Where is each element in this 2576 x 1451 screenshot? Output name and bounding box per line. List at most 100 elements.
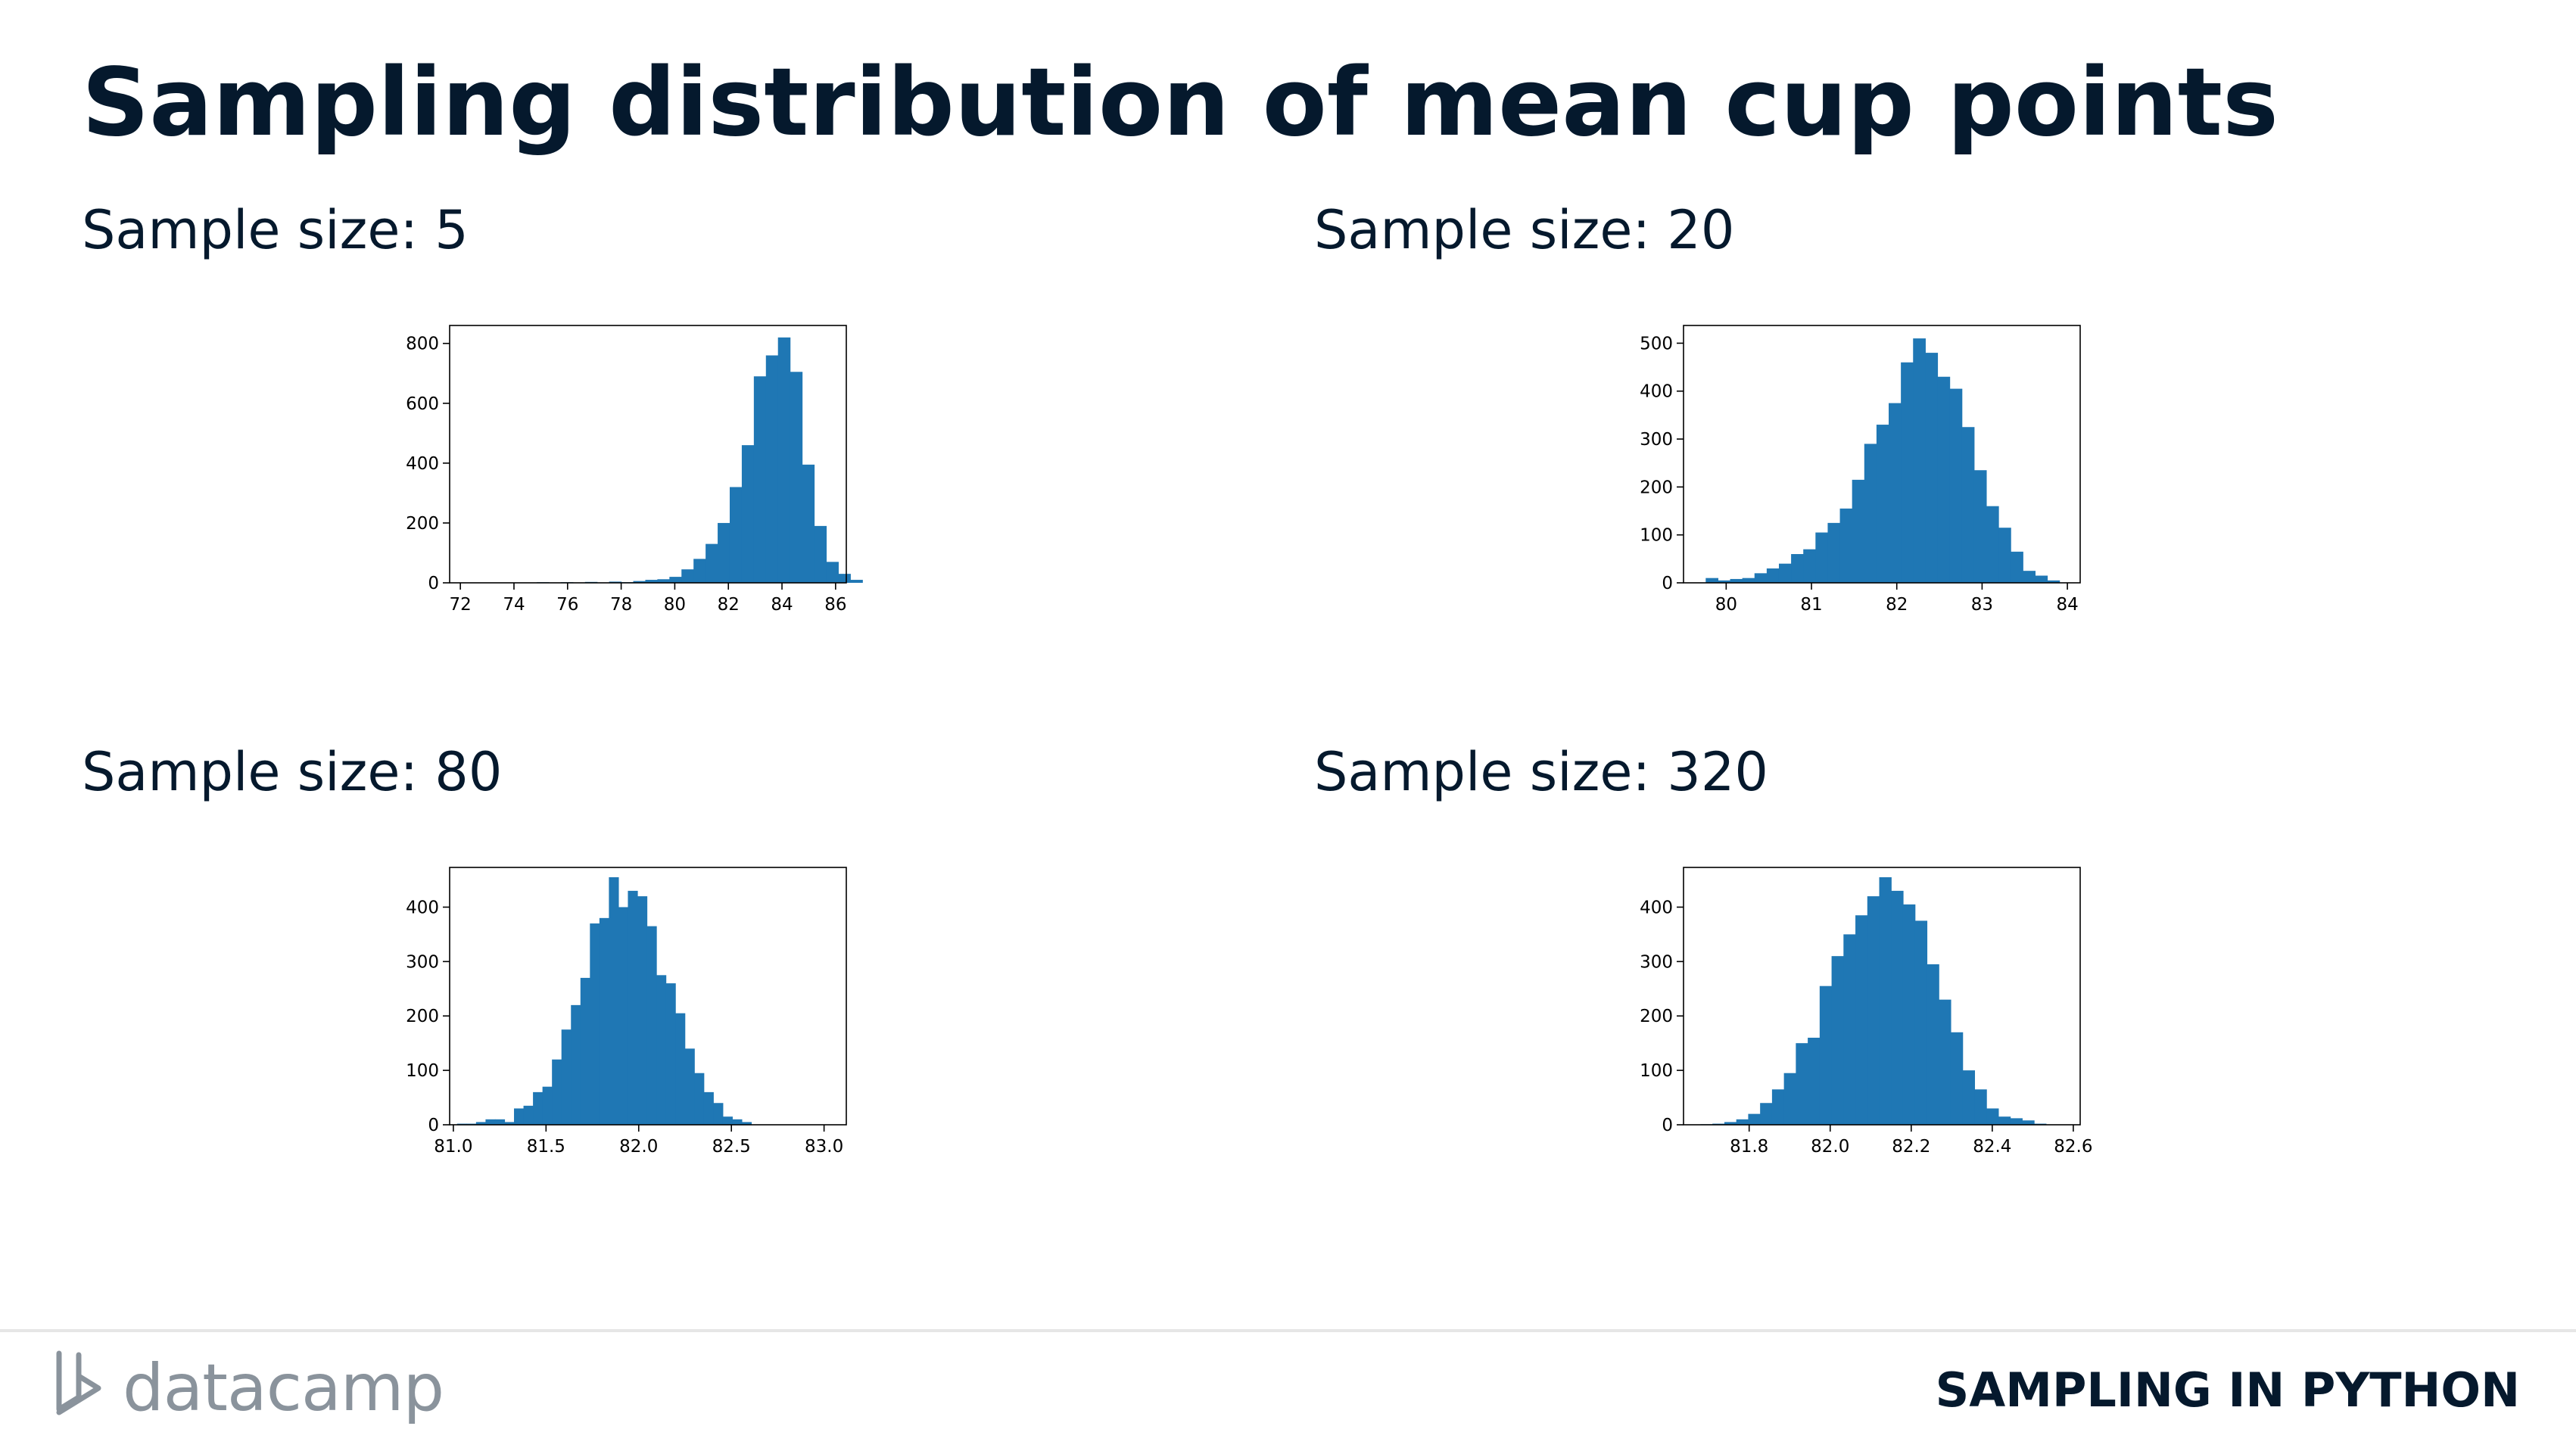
histogram-bar (1839, 508, 1853, 583)
histogram-bar (838, 574, 851, 583)
plot-frame (1683, 325, 2081, 584)
histogram-bar (669, 577, 682, 583)
y-tick-label: 300 (406, 952, 439, 972)
x-tick-label: 78 (610, 595, 632, 615)
histogram-sample-size-20: 80 81 82 83 84 0 100 200 300 400 500 (1640, 325, 2081, 615)
y-tick-label: 400 (406, 898, 439, 917)
histogram-bar (656, 975, 667, 1125)
histogram-bar (684, 1048, 695, 1125)
histogram-bar (645, 580, 658, 583)
histogram-bar (618, 907, 629, 1125)
histogram-bar (2022, 1120, 2035, 1125)
histogram-bar (1876, 425, 1889, 583)
y-tick-label: 0 (1662, 574, 1673, 593)
y-tick-label: 400 (1640, 382, 1673, 402)
x-tick-label: 80 (1715, 595, 1737, 615)
datacamp-logo[interactable]: datacamp (53, 1349, 447, 1432)
x-tick-label: 86 (824, 595, 846, 615)
histogram-bar (1998, 1116, 2011, 1125)
histogram-bar (1852, 479, 1865, 583)
histogram-sample-size-80: 81.0 81.5 82.0 82.5 83.0 0 100 200 300 400 (406, 867, 847, 1157)
histogram-bar (1808, 1037, 1821, 1125)
x-tick-label: 76 (556, 595, 578, 615)
histogram-bar (1901, 362, 1914, 583)
histogram-bar (2010, 1118, 2023, 1125)
x-tick-label: 81.5 (527, 1137, 565, 1157)
histogram-bar (571, 1004, 581, 1125)
course-title: SAMPLING IN PYTHON (1935, 1362, 2520, 1418)
histogram-bar (1730, 578, 1743, 583)
histogram-bar (628, 890, 638, 1125)
x-tick-label: 82.5 (712, 1137, 751, 1157)
histogram-sample-size-5: 72 74 76 78 80 82 84 86 0 200 400 600 800 (406, 325, 863, 615)
y-tick-label: 0 (428, 574, 439, 593)
x-tick-label: 82 (1886, 595, 1908, 615)
x-tick-label: 81.0 (434, 1137, 472, 1157)
histogram-bar (552, 1059, 562, 1125)
histogram-bar (1766, 568, 1780, 583)
y-tick-label: 0 (1662, 1116, 1673, 1135)
slide-title: Sampling distribution of mean cup points (82, 48, 2279, 157)
histogram-bar (657, 579, 670, 583)
histogram-bar (765, 355, 779, 583)
histogram-bar (1855, 915, 1868, 1125)
histogram-bar (1889, 403, 1902, 583)
histogram-bar (523, 1105, 534, 1125)
y-tick-label: 300 (1640, 952, 1673, 972)
histogram-bar (633, 581, 646, 583)
histogram-bar (580, 977, 590, 1125)
x-tick-label: 80 (664, 595, 686, 615)
histogram-bar (1961, 427, 1975, 583)
histogram-bar (2035, 575, 2048, 583)
histogram-bar (675, 1013, 686, 1125)
histogram-bar (1705, 578, 1719, 583)
histogram-bar (1760, 1103, 1773, 1125)
x-tick-label: 82.0 (1811, 1137, 1849, 1157)
histogram-bar (1974, 1089, 1987, 1125)
histogram-bar (1736, 1119, 1749, 1125)
histogram-bar (753, 376, 767, 583)
histogram-bar (777, 337, 791, 583)
histogram-bar (1831, 956, 1844, 1125)
y-tick-label: 400 (406, 454, 439, 474)
datacamp-logo-text: datacamp (123, 1350, 444, 1426)
histogram-bar (790, 372, 803, 583)
histogram-bar (1771, 1089, 1785, 1125)
histogram-bar (1843, 934, 1856, 1125)
histogram-bar (1973, 470, 1987, 583)
histogram-bar (741, 445, 755, 583)
x-tick-label: 82.6 (2054, 1137, 2092, 1157)
histogram-sample-size-320: 81.8 82.0 82.2 82.4 82.6 0 100 200 300 400 (1640, 867, 2093, 1157)
histogram-bar (729, 487, 743, 583)
plot-frame (449, 325, 847, 584)
datacamp-logo-icon (56, 1350, 101, 1415)
histogram-bar (694, 1073, 705, 1125)
x-tick-label: 83 (1971, 595, 1993, 615)
y-tick-label: 500 (1640, 334, 1673, 353)
histogram-bar (1914, 920, 1928, 1125)
histogram-bar (1950, 1032, 1964, 1125)
x-tick-label: 81 (1800, 595, 1822, 615)
y-tick-label: 300 (1640, 430, 1673, 450)
histogram-bar (646, 926, 657, 1125)
histogram-bar (1986, 1108, 1999, 1125)
histogram-bar (1718, 580, 1731, 583)
histogram-bar (718, 522, 730, 583)
histogram-bar (1925, 353, 1939, 583)
histogram-bar (1913, 338, 1926, 583)
histogram-bar (703, 1091, 714, 1125)
histogram-bar (1791, 554, 1804, 583)
y-tick-label: 0 (428, 1116, 439, 1135)
chart-title-sample-size-5: Sample size: 5 (82, 199, 469, 261)
histogram-bar (599, 917, 609, 1125)
histogram-bar (1939, 999, 1951, 1125)
histogram-bar (475, 1122, 487, 1125)
chart-title-sample-size-320: Sample size: 320 (1314, 741, 1768, 803)
y-tick-label: 200 (1640, 1007, 1673, 1026)
histogram-bar (741, 1122, 752, 1125)
histogram-bar (665, 983, 676, 1125)
histogram-bar (1902, 904, 1916, 1125)
x-tick-label: 81.8 (1730, 1137, 1768, 1157)
histogram-bar (706, 543, 718, 583)
histogram-bar (732, 1119, 743, 1125)
